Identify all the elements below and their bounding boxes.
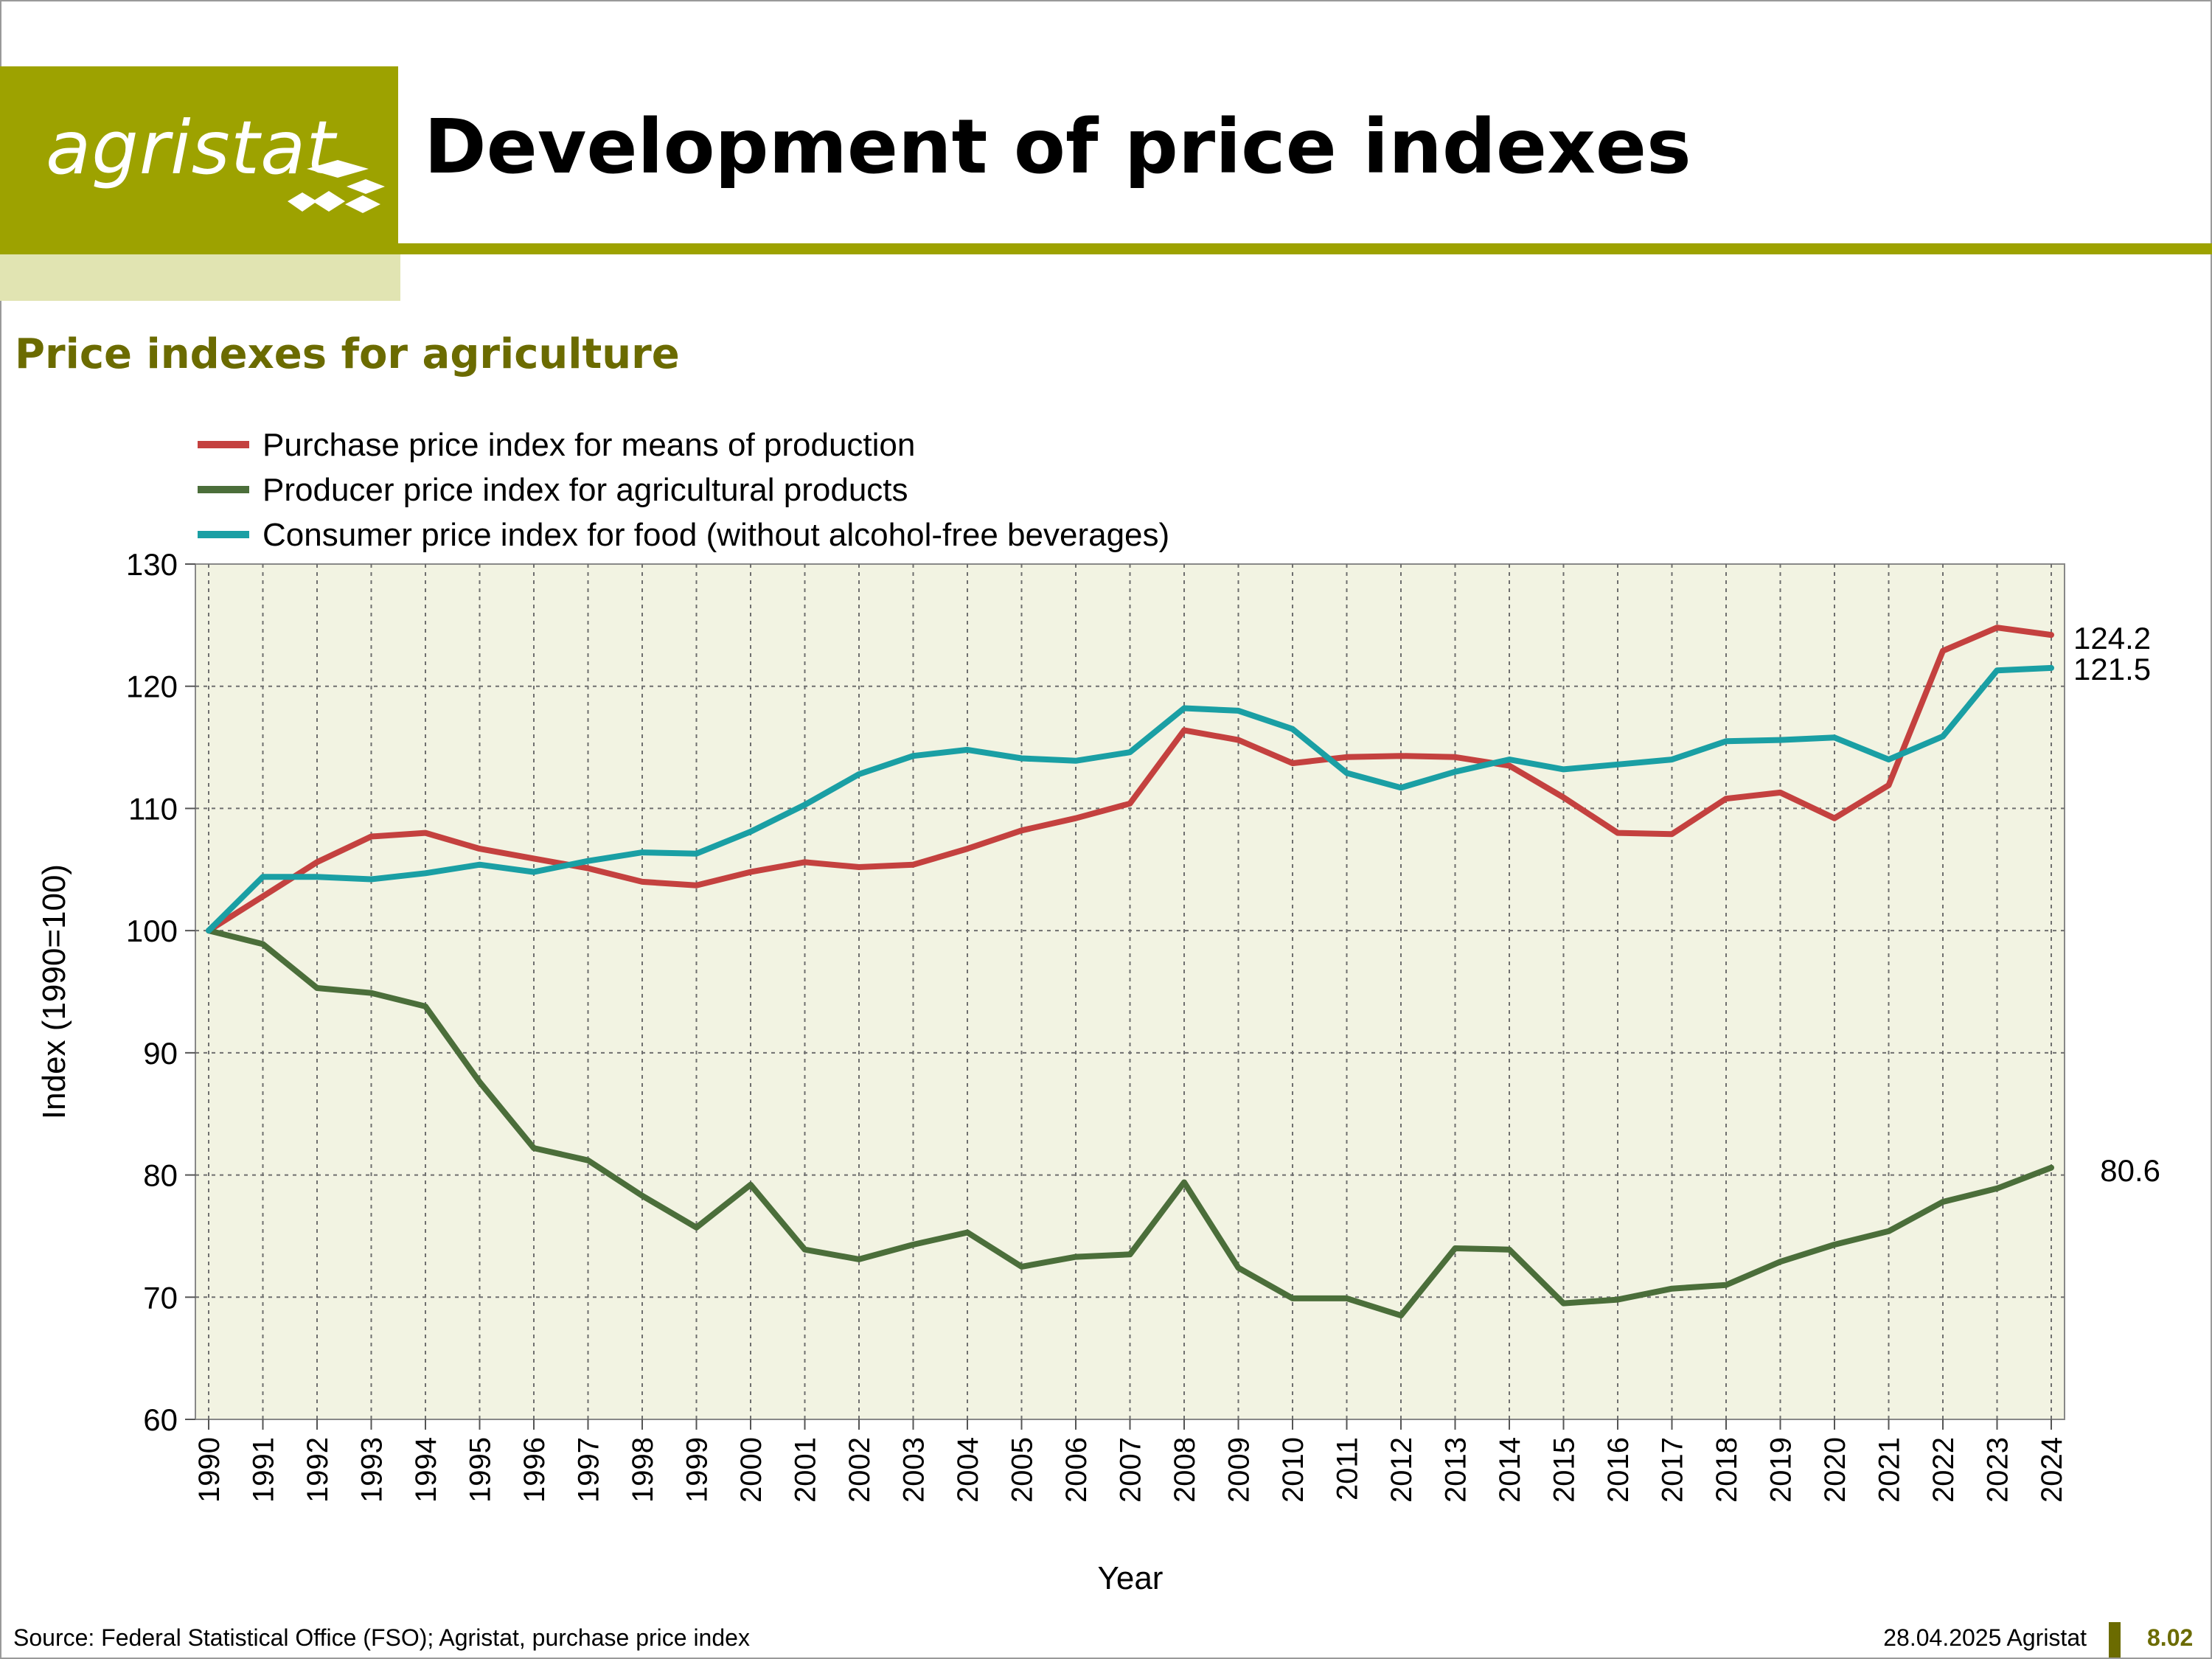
x-tick-label: 2016 bbox=[1602, 1437, 1635, 1503]
logo-panel bbox=[0, 66, 398, 254]
legend-label: Producer price index for agricultural pr… bbox=[262, 472, 908, 508]
x-tick-label: 1998 bbox=[627, 1437, 659, 1503]
axes: 60 70 80 90 100 110 120 130 1990 1991 1992 1993 1994… bbox=[126, 547, 2068, 1503]
x-tick-label: 1993 bbox=[356, 1437, 389, 1503]
y-tick-label: 100 bbox=[126, 914, 178, 948]
x-tick-label: 1992 bbox=[302, 1437, 334, 1503]
legend: Purchase price index for means of produc… bbox=[198, 427, 1169, 553]
x-tick-label: 2006 bbox=[1060, 1437, 1093, 1503]
x-tick-label: 2008 bbox=[1169, 1437, 1201, 1503]
x-tick-label: 2010 bbox=[1277, 1437, 1310, 1503]
x-tick-label: 2005 bbox=[1006, 1437, 1039, 1503]
x-tick-label: 1999 bbox=[681, 1437, 714, 1503]
footer-source: Source: Federal Statistical Office (FSO)… bbox=[13, 1624, 750, 1651]
logo-underlay bbox=[0, 254, 400, 301]
x-tick-label: 1991 bbox=[248, 1437, 280, 1503]
x-tick-label: 2012 bbox=[1385, 1437, 1418, 1503]
footer-date: 28.04.2025 Agristat bbox=[1883, 1624, 2087, 1651]
y-tick-label: 70 bbox=[143, 1280, 178, 1315]
line-chart: 60 70 80 90 100 110 120 130 1990 1991 1992 1993 1994… bbox=[36, 427, 2160, 1596]
plot-area bbox=[195, 563, 2065, 1420]
series-layer: 124.2 80.6 121.5 bbox=[206, 621, 2160, 1319]
page-number: 8.02 bbox=[2147, 1624, 2194, 1651]
y-tick-label: 120 bbox=[126, 669, 178, 704]
y-tick-label: 110 bbox=[128, 791, 178, 826]
legend-label: Purchase price index for means of produc… bbox=[262, 427, 915, 463]
x-tick-label: 2001 bbox=[790, 1437, 822, 1503]
y-tick-label: 60 bbox=[143, 1402, 178, 1437]
logo-text: agristat bbox=[46, 105, 336, 191]
series-line-2 bbox=[206, 928, 2054, 1319]
legend-label: Consumer price index for food (without a… bbox=[262, 517, 1169, 553]
end-value-label: 124.2 bbox=[2073, 621, 2151, 655]
logo-diamonds-icon bbox=[288, 160, 385, 213]
gridlines bbox=[195, 564, 2065, 1419]
y-axis-label: Index (1990=100) bbox=[36, 864, 72, 1119]
x-tick-label: 1995 bbox=[465, 1437, 497, 1503]
end-value-label: 80.6 bbox=[2100, 1153, 2160, 1188]
series-line-3 bbox=[206, 664, 2054, 934]
x-tick-label: 2007 bbox=[1115, 1437, 1147, 1503]
x-tick-label: 2004 bbox=[952, 1437, 984, 1503]
chart-subtitle: Price indexes for agriculture bbox=[15, 330, 680, 378]
x-tick-label: 1997 bbox=[573, 1437, 605, 1503]
x-tick-label: 2022 bbox=[1927, 1437, 1960, 1503]
x-tick-label: 2011 bbox=[1332, 1437, 1364, 1500]
x-tick-label: 2017 bbox=[1657, 1437, 1689, 1503]
y-tick-label: 90 bbox=[143, 1036, 178, 1071]
x-tick-label: 2009 bbox=[1223, 1437, 1256, 1503]
x-tick-label: 2002 bbox=[844, 1437, 876, 1503]
x-tick-label: 2014 bbox=[1494, 1437, 1526, 1503]
page-title: Development of price indexes bbox=[424, 103, 1691, 191]
x-axis-label: Year bbox=[1098, 1560, 1164, 1596]
x-tick-label: 2000 bbox=[735, 1437, 768, 1503]
x-tick-label: 2020 bbox=[1819, 1437, 1851, 1503]
x-tick-label: 1996 bbox=[518, 1437, 551, 1503]
end-value-label: 121.5 bbox=[2073, 652, 2151, 686]
series-line-1 bbox=[206, 625, 2054, 934]
x-tick-label: 2021 bbox=[1874, 1437, 1906, 1503]
x-tick-label: 2013 bbox=[1440, 1437, 1472, 1503]
y-tick-label: 80 bbox=[143, 1158, 178, 1193]
x-tick-label: 2023 bbox=[1982, 1437, 2014, 1503]
y-tick-label: 130 bbox=[126, 547, 178, 582]
x-tick-label: 2024 bbox=[2036, 1437, 2068, 1503]
x-tick-label: 1990 bbox=[193, 1437, 226, 1503]
x-tick-label: 1994 bbox=[410, 1437, 442, 1503]
footer-divider bbox=[2109, 1622, 2121, 1658]
x-tick-label: 2019 bbox=[1765, 1437, 1798, 1503]
header-rule bbox=[398, 243, 2212, 254]
x-tick-label: 2003 bbox=[898, 1437, 931, 1503]
x-tick-label: 2015 bbox=[1548, 1437, 1581, 1503]
x-tick-label: 2018 bbox=[1711, 1437, 1743, 1503]
